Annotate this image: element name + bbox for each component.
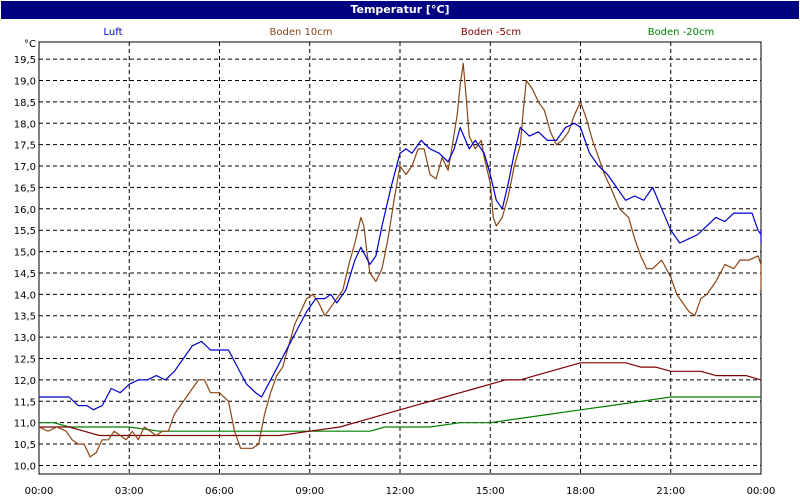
legend-entry: Luft <box>104 27 123 38</box>
y-tick-label: 12,5 <box>14 355 36 366</box>
legend-entry: Boden 10cm <box>270 27 333 38</box>
grid-lines <box>39 42 761 474</box>
series-line <box>39 396 761 432</box>
x-tick-time: 15:00 <box>476 486 505 497</box>
y-tick-label: 17,0 <box>14 162 36 173</box>
x-tick-time: 09:00 <box>295 486 324 497</box>
series-line <box>39 122 762 411</box>
y-tick-label: 19,5 <box>14 55 36 66</box>
y-tick-label: 14,5 <box>14 269 36 280</box>
y-tick-label: 17,5 <box>14 141 36 152</box>
y-tick-label: 16,5 <box>14 183 36 194</box>
temperature-chart: Luft Boden 10cm Boden -5cm Boden -20cm 10,0… <box>14 27 776 497</box>
series-line <box>39 362 762 437</box>
y-tick-label: 13,5 <box>14 312 36 323</box>
series-line <box>38 62 762 458</box>
x-tick-time: 03:00 <box>115 486 144 497</box>
y-tick-label: 11,0 <box>14 419 36 430</box>
y-axis: 10,0 10,5 11,0 11,5 12,0 12,5 13,0 13,5 14,0 14,5… <box>14 39 36 472</box>
y-tick-label: 10,0 <box>14 461 36 472</box>
x-tick-time: 21:00 <box>656 486 685 497</box>
window-title: Temperatur [°C] <box>1 1 799 19</box>
y-tick-label: 18,0 <box>14 119 36 130</box>
x-tick-time: 00:00 <box>25 486 54 497</box>
y-tick-label: 12,0 <box>14 376 36 387</box>
y-tick-label: 16,0 <box>14 205 36 216</box>
y-tick-label: 13,0 <box>14 333 36 344</box>
legend-entry: Boden -20cm <box>648 27 715 38</box>
legend: Luft Boden 10cm Boden -5cm Boden -20cm <box>104 27 715 38</box>
x-axis: 00:0005.04.2403:0005.04.2406:0005.04.240… <box>25 486 776 497</box>
x-tick-time: 06:00 <box>205 486 234 497</box>
y-tick-label: 14,0 <box>14 290 36 301</box>
series-lines <box>38 62 762 458</box>
x-tick-time: 18:00 <box>566 486 595 497</box>
y-tick-label: 11,5 <box>14 397 36 408</box>
y-tick-label: 18,5 <box>14 98 36 109</box>
y-axis-unit: °C <box>24 39 36 50</box>
legend-entry: Boden -5cm <box>461 27 521 38</box>
y-tick-label: 19,0 <box>14 76 36 87</box>
x-tick-time: 12:00 <box>386 486 415 497</box>
x-tick-time: 00:00 <box>747 486 776 497</box>
y-tick-label: 15,0 <box>14 248 36 259</box>
y-tick-label: 15,5 <box>14 226 36 237</box>
y-tick-label: 10,5 <box>14 440 36 451</box>
